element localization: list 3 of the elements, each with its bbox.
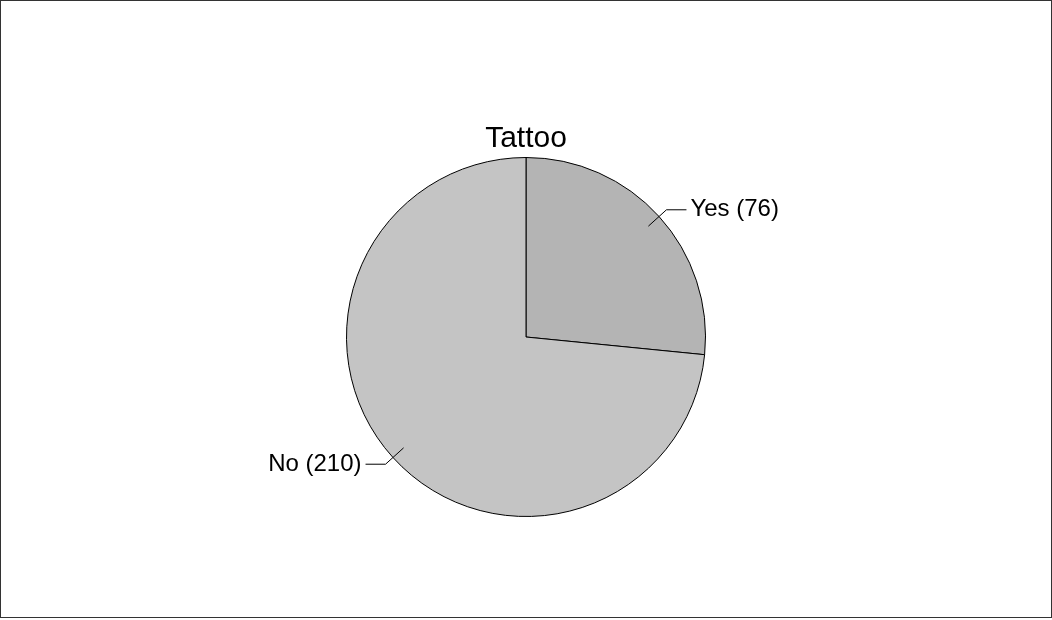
- chart-title: Tattoo: [485, 120, 567, 154]
- slice-label: No (210): [268, 448, 362, 476]
- slice-label: Yes (76): [690, 194, 779, 222]
